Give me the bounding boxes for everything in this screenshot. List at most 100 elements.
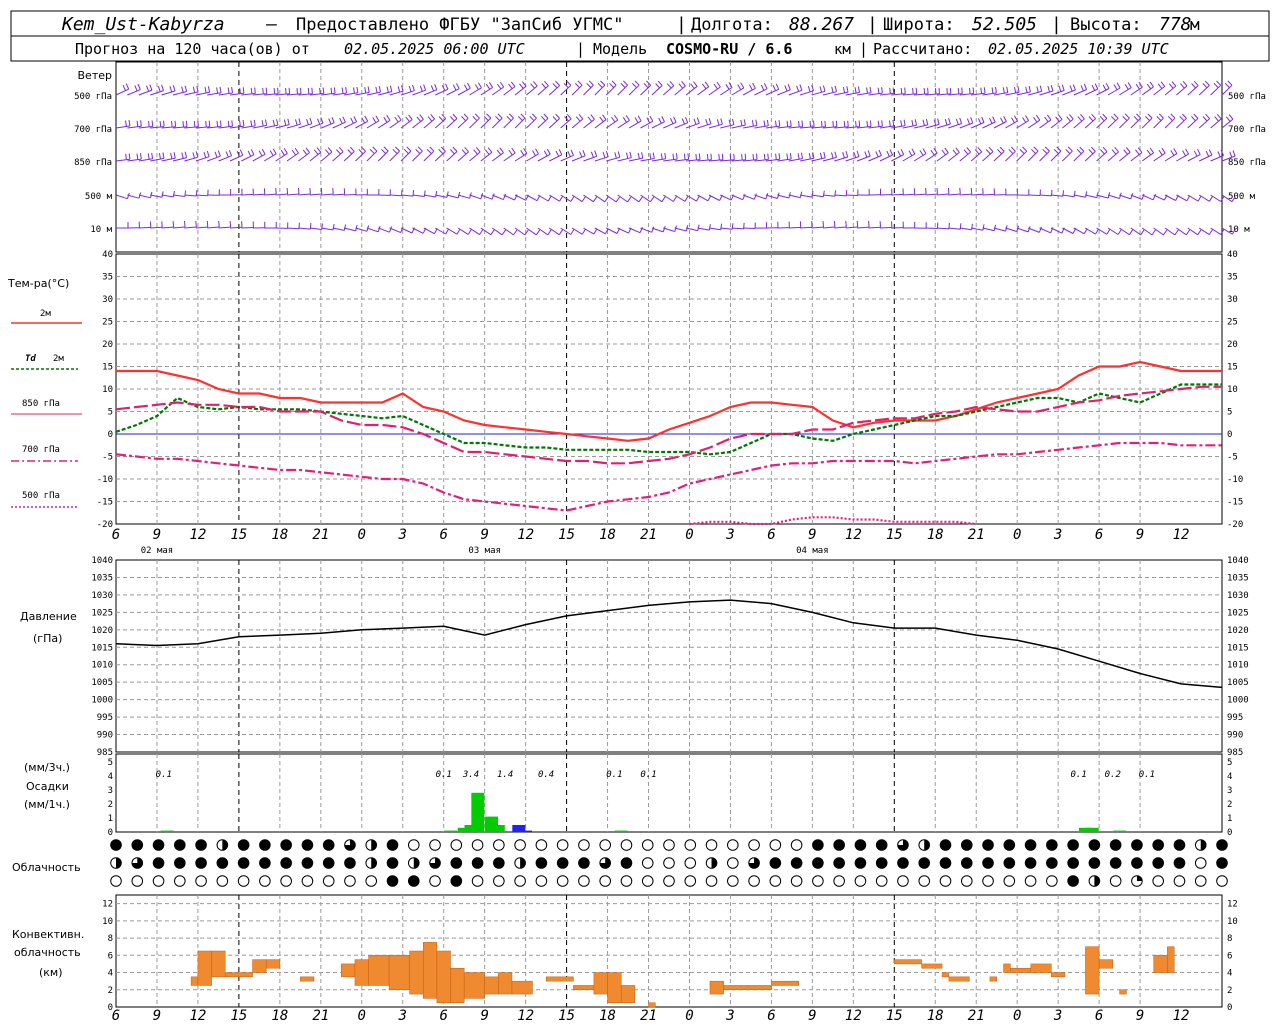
wind-barb-feather <box>725 84 730 90</box>
wind-barb-feather <box>993 224 997 231</box>
wind-barb <box>822 226 835 229</box>
pressure-ytick-right: 990 <box>1227 731 1243 741</box>
conv-ytick-right: 10 <box>1227 917 1238 927</box>
wind-barb-feather <box>695 153 697 160</box>
wind-barb-feather <box>386 115 391 121</box>
header-sep-6: | <box>859 40 868 58</box>
wind-barb <box>172 226 186 229</box>
wind-barb <box>948 152 960 162</box>
wind-barb-feather <box>531 113 537 119</box>
wind-barb-feather <box>461 149 467 155</box>
wind-barb <box>207 126 222 129</box>
wind-barb-feather <box>658 117 662 124</box>
wind-barb <box>1187 85 1199 96</box>
cloud-cover-symbol <box>769 857 782 869</box>
wind-barb-feather <box>834 85 837 92</box>
wind-barb-feather <box>897 150 902 157</box>
wind-barb-feather <box>903 119 906 126</box>
wind-barb <box>480 194 493 200</box>
wind-barb <box>400 119 413 129</box>
x-tick-label: 9 <box>1136 1008 1144 1024</box>
wind-barb-feather <box>1217 151 1221 158</box>
wind-barb-feather <box>620 83 626 88</box>
wind-barb-feather <box>786 120 789 127</box>
wind-barb-feather <box>148 120 150 127</box>
wind-barb <box>800 126 815 129</box>
wind-barb-feather <box>170 152 173 159</box>
wind-barb-feather <box>364 87 367 94</box>
wind-barb-feather <box>681 81 686 87</box>
wind-barb-feather <box>845 220 847 228</box>
wind-barb <box>1084 88 1099 96</box>
wind-barb <box>549 227 560 236</box>
wind-barb <box>343 227 356 232</box>
wind-barb <box>982 151 994 162</box>
cloud-cover-symbol <box>301 857 314 869</box>
wind-barb <box>800 226 813 229</box>
wind-barb <box>412 194 425 197</box>
cloud-cover-symbol <box>471 875 484 887</box>
wind-barb-feather <box>811 191 814 198</box>
wind-barb-feather <box>253 119 256 126</box>
convective-bar <box>484 976 499 995</box>
provider-text: Предоставлено ФГБУ "ЗапСиб УГМС" <box>296 15 624 35</box>
wind-barb <box>1027 227 1040 233</box>
cloud-cover-symbol <box>982 875 994 887</box>
wind-barb <box>434 151 446 162</box>
pressure-ytick-left: 1035 <box>91 573 113 583</box>
wind-barb-feather <box>789 152 792 160</box>
wind-barb-feather <box>641 152 644 159</box>
cloud-cover-symbol <box>982 839 994 851</box>
wind-barb-feather <box>519 83 524 89</box>
wind-barb-feather <box>864 151 868 158</box>
wind-barb <box>788 226 801 229</box>
wind-barb-feather <box>566 80 572 86</box>
wind-barb-feather <box>966 147 971 153</box>
wind-barb <box>309 93 324 96</box>
wind-level-10m-right: 10 м <box>1228 225 1250 235</box>
wind-barb-feather <box>406 146 412 152</box>
cloud-cover-symbol <box>1067 857 1079 869</box>
wind-barb-feather <box>490 229 495 235</box>
cloud-cover-symbol <box>1003 839 1016 851</box>
wind-barb-feather <box>808 153 811 160</box>
wind-barb-feather <box>1035 114 1041 121</box>
wind-barb-feather <box>400 226 404 233</box>
wind-barb-feather <box>185 120 188 127</box>
wind-barb-feather <box>842 152 845 159</box>
wind-barb-feather <box>364 115 369 122</box>
wind-barb-feather <box>889 120 891 127</box>
wind-barb-feather <box>298 187 300 195</box>
temp-ytick-left: -5 <box>102 453 113 463</box>
wind-barb-feather <box>227 120 230 127</box>
wind-barb-feather <box>1025 115 1030 121</box>
wind-barb-feather <box>698 153 701 160</box>
wind-barb <box>537 227 549 236</box>
wind-barb-feather <box>935 88 937 95</box>
wind-barb <box>925 152 938 162</box>
wind-barb <box>503 227 514 236</box>
precip-unit-bottom: (мм/1ч.) <box>24 798 70 811</box>
wind-barb-feather <box>919 150 924 156</box>
wind-barb-feather <box>696 195 700 202</box>
wind-barb <box>1130 152 1143 162</box>
cloud-cover-symbol <box>875 857 888 869</box>
wind-barb-feather <box>441 84 446 91</box>
wind-barb-feather <box>892 87 895 94</box>
cloud-cover-symbol <box>897 857 909 869</box>
cloud-cover-symbol <box>1046 839 1058 851</box>
wind-barb-feather <box>285 88 287 95</box>
wind-barb-feather <box>657 80 663 86</box>
wind-barb <box>1005 227 1017 232</box>
alt-label: Высота: <box>1070 15 1142 35</box>
wind-barb-feather <box>649 115 654 122</box>
x-tick-label: 3 <box>1053 527 1062 543</box>
convective-bar <box>1167 946 1175 973</box>
wind-barb <box>982 121 996 129</box>
wind-barb <box>959 227 972 231</box>
wind-barb <box>537 118 549 129</box>
convective-bar <box>709 980 724 995</box>
wind-barb-feather <box>1017 86 1020 93</box>
wind-barb <box>560 194 572 202</box>
